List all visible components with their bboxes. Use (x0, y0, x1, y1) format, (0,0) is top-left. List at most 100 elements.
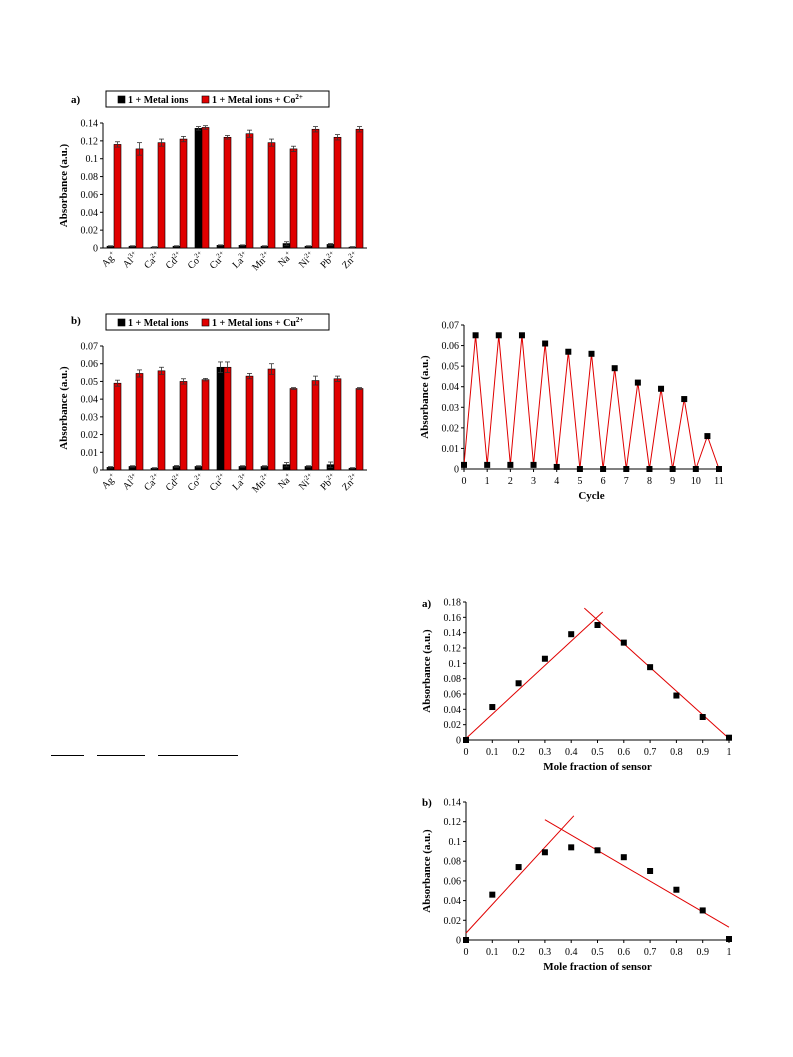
data-point (673, 692, 680, 699)
x-tick-label-Pb: Pb2+ (317, 249, 339, 271)
scatter-chart-job_a: 0 0.02 0.04 0.06 0.08 0.1 0.12 0.14 0.16 0.18 Abso… (421, 598, 732, 773)
y-tick-label: 0.1 (449, 837, 462, 848)
x-tick-label: 0 (464, 747, 469, 758)
x-axis-label: Mole fraction of sensor (543, 961, 652, 973)
data-point (623, 466, 630, 472)
data-point (507, 461, 514, 468)
bar-Cd-series-1 (179, 138, 188, 249)
fit-line-1 (544, 819, 730, 928)
y-tick-label: 0.12 (444, 644, 462, 655)
x-tick-charge: + (107, 471, 115, 479)
x-tick-label: 0.1 (486, 947, 499, 958)
y-tick-label: 0.02 (444, 916, 462, 927)
y-axis-label: Absorbance (a.u.) (58, 143, 70, 227)
bar-La-series-1 (245, 375, 254, 471)
x-tick-label: 0.3 (539, 747, 552, 758)
x-tick-charge: 3+ (127, 471, 138, 482)
x-tick-label: 0.5 (591, 747, 604, 758)
x-tick-charge: 2+ (325, 249, 336, 260)
x-tick-label-Al: Al3+ (120, 471, 142, 493)
bar-Cd-series-1 (179, 381, 188, 471)
bar-Pb-series-1 (333, 136, 342, 249)
bar-Ag-series-1 (113, 382, 122, 471)
data-point (600, 466, 607, 472)
x-tick-charge: 2+ (325, 471, 336, 482)
data-point (669, 466, 676, 472)
y-tick-label: 0.06 (444, 690, 462, 701)
legend-box (105, 313, 330, 331)
x-tick-label-Cd: Cd2+ (162, 471, 185, 494)
data-point (588, 350, 595, 357)
y-tick-label: 0.12 (81, 136, 99, 147)
y-tick-label: 0.1 (449, 659, 462, 670)
data-point (541, 655, 548, 662)
y-tick-label: 0.02 (81, 430, 99, 441)
x-tick-charge: 2+ (259, 249, 270, 260)
x-tick-label-Cd: Cd2+ (162, 249, 185, 272)
x-tick-charge: 2+ (347, 249, 358, 260)
data-point (699, 907, 706, 914)
x-tick-label: 2 (508, 476, 513, 487)
y-tick-label: 0.05 (442, 362, 460, 373)
data-point (568, 631, 575, 638)
bar-Cu-series-1 (223, 366, 232, 471)
bar-Al-series-1 (135, 148, 144, 249)
x-tick-charge: + (283, 249, 291, 257)
y-tick-label: 0.03 (442, 403, 460, 414)
y-tick-label: 0.12 (444, 817, 462, 828)
bar-Na-series-1 (289, 148, 298, 249)
legend-charge: 2+ (295, 93, 303, 101)
legend: 1 + Metal ions 1 + Metal ions + Co2+ (105, 90, 330, 108)
y-tick-label: 0.06 (81, 359, 99, 370)
data-point (515, 680, 522, 687)
legend-entry-1: 1 + Metal ions + Cu2+ (212, 316, 303, 329)
panel-label: b) (422, 797, 432, 809)
x-tick-label: 0.1 (486, 747, 499, 758)
bar-Co-series-1 (201, 127, 210, 249)
x-tick-label: 3 (531, 476, 536, 487)
legend-text: 1 + Metal ions (128, 95, 189, 106)
data-point (484, 461, 491, 468)
legend-entry-0: 1 + Metal ions (128, 95, 189, 106)
data-point (634, 379, 641, 386)
x-tick-label-Cu: Cu2+ (206, 249, 229, 272)
data-point (489, 891, 496, 898)
x-axis-label: Cycle (578, 490, 604, 502)
data-point (594, 622, 601, 628)
y-tick-label: 0.16 (444, 613, 462, 624)
y-tick-label: 0.07 (81, 342, 99, 353)
x-tick-label-Mn: Mn2+ (249, 249, 273, 273)
x-tick-label-Ca: Ca2+ (141, 249, 163, 271)
bar-chart-bar_co: 0 0.02 0.04 0.06 0.08 0.1 0.12 0.14 Absorbance (… (58, 90, 367, 273)
x-tick-charge: 2+ (149, 249, 160, 260)
x-tick-label: 0.7 (644, 747, 657, 758)
x-tick-charge: 2+ (193, 471, 204, 482)
x-tick-charge: 3+ (237, 471, 248, 482)
x-tick-charge: 2+ (303, 249, 314, 260)
legend-text: 1 + Metal ions + Cu (212, 318, 296, 329)
data-point (515, 864, 522, 871)
data-point (646, 466, 653, 472)
x-tick-charge: 2+ (215, 249, 226, 260)
x-tick-label: 1 (485, 476, 490, 487)
bar-Ag-series-1 (113, 144, 122, 249)
x-tick-label: 0.6 (618, 947, 631, 958)
x-tick-label-La: La3+ (229, 471, 251, 493)
y-tick-label: 0.06 (81, 190, 99, 201)
legend-swatch-0 (117, 95, 126, 104)
data-point (518, 332, 525, 339)
footnote-rule-3 (158, 755, 238, 756)
x-tick-charge: 2+ (193, 249, 204, 260)
y-tick-label: 0.1 (86, 154, 99, 165)
x-tick-label-Mn: Mn2+ (249, 471, 273, 495)
data-point (726, 734, 732, 741)
legend-swatch-1 (201, 318, 210, 327)
x-tick-label: 0.4 (565, 747, 578, 758)
x-tick-charge: 2+ (347, 471, 358, 482)
data-point (472, 332, 479, 339)
x-tick-label: 1 (727, 747, 732, 758)
x-tick-charge: 3+ (237, 249, 248, 260)
bar-Pb-series-1 (333, 378, 342, 471)
data-point (594, 847, 601, 854)
bar-Cu-series-1 (223, 136, 232, 249)
